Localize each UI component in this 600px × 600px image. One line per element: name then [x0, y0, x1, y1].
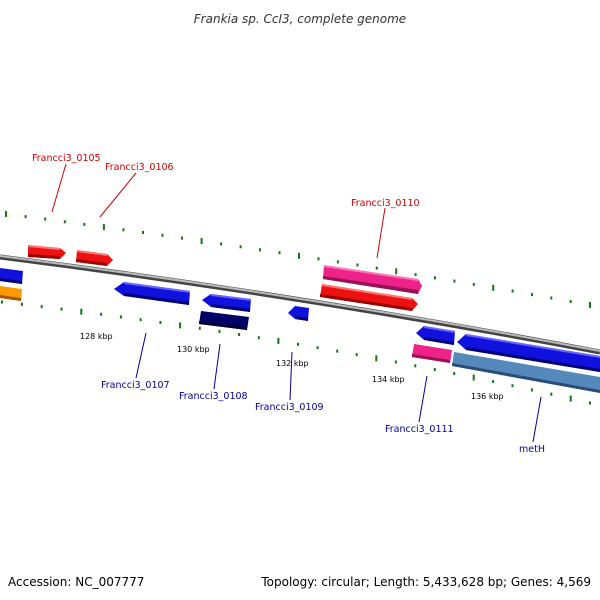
upper-tick-11: [220, 242, 223, 246]
lower-tick-3: [60, 307, 63, 311]
lower-tick-19: [375, 355, 378, 362]
lower-tick-6: [119, 315, 122, 319]
lower-tick-30: [589, 401, 591, 405]
upper-tick-14: [278, 251, 281, 255]
lower-tick-28: [550, 392, 553, 396]
upper-tick-26: [511, 289, 514, 293]
lower-tick-4: [80, 308, 83, 315]
gene-label-francci3-0105[interactable]: Francci3_0105: [32, 153, 101, 164]
upper-tick-27: [531, 293, 533, 297]
upper-tick-20: [395, 268, 398, 275]
topology-text: Topology: circular; Length: 5,433,628 bp…: [260, 575, 591, 589]
lower-tick-17: [336, 349, 339, 353]
upper-tick-28: [550, 296, 553, 300]
upper-tick-3: [63, 220, 66, 224]
gene-arrow-francci3-0108[interactable]: [202, 294, 251, 312]
gene-block-pink[interactable]: [412, 344, 452, 363]
tick-label-136kbp: 136 kbp: [471, 392, 504, 401]
lower-tick-29: [569, 395, 572, 402]
lower-tick-8: [159, 321, 162, 324]
map-title: Frankia sp. CcI3, complete genome: [194, 12, 406, 26]
upper-tick-8: [161, 233, 164, 237]
upper-tick-10: [200, 238, 203, 244]
gene-arrow-francci3-0107[interactable]: [114, 282, 190, 305]
lower-tick-7: [139, 318, 142, 322]
tick-label-128kbp: 128 kbp: [80, 332, 113, 341]
lower-tick-27: [530, 388, 533, 392]
upper-tick-12: [239, 245, 242, 249]
upper-tick-16: [317, 257, 320, 261]
gene-arrow-francci3-0110[interactable]: [323, 265, 422, 294]
upper-tick-0: [5, 211, 7, 217]
upper-tick-4: [83, 222, 86, 226]
upper-tick-13: [259, 248, 261, 252]
lower-tick-14: [277, 337, 280, 344]
lower-tick-row: [1, 300, 591, 405]
gene-arrow-francci3-0105[interactable]: [28, 245, 66, 259]
gene-block-navy[interactable]: [199, 311, 249, 330]
upper-tick-25: [492, 284, 495, 291]
gene-label-francci3-0106[interactable]: Francci3_0106: [105, 162, 174, 173]
gene-label-meth[interactable]: metH: [519, 444, 545, 455]
gene-label-francci3-0110[interactable]: Francci3_0110: [351, 198, 420, 209]
upper-tick-1: [24, 215, 27, 219]
accession-text: Accession: NC_007777: [8, 575, 144, 589]
upper-tick-7: [142, 231, 144, 234]
tick-label-132kbp: 132 kbp: [276, 359, 309, 368]
gene-arrow-francci3-0106[interactable]: [76, 250, 113, 266]
gene-block-blue-left-edge[interactable]: [0, 268, 23, 284]
upper-tick-5: [102, 224, 105, 231]
upper-tick-17: [336, 260, 339, 264]
upper-tick-22: [434, 276, 436, 280]
upper-tick-18: [356, 263, 359, 267]
gene-arrow-forward-unlabeled[interactable]: [320, 284, 418, 311]
upper-tick-24: [472, 282, 475, 286]
upper-tick-21: [414, 273, 417, 277]
lower-tick-20: [394, 360, 397, 364]
gene-block-orange-left-edge[interactable]: [0, 286, 22, 301]
upper-tick-19: [375, 266, 378, 270]
tick-label-130kbp: 130 kbp: [177, 345, 210, 354]
label-leader-lines: [51, 163, 542, 443]
gene-label-francci3-0109[interactable]: Francci3_0109: [255, 402, 324, 413]
lower-tick-18: [355, 353, 358, 357]
lower-tick-21: [414, 364, 417, 368]
lower-tick-15: [297, 342, 299, 346]
gene-arrow-francci3-0111[interactable]: [416, 326, 455, 345]
upper-tick-2: [44, 217, 47, 221]
gene-label-francci3-0107[interactable]: Francci3_0107: [101, 380, 170, 391]
upper-tick-15: [298, 252, 300, 259]
lower-tick-5: [100, 312, 103, 316]
lower-tick-26: [511, 384, 514, 388]
gene-label-francci3-0111[interactable]: Francci3_0111: [385, 424, 454, 435]
lower-tick-25: [492, 380, 495, 384]
gene-arrow-francci3-0109[interactable]: [288, 306, 309, 321]
upper-tick-29: [569, 300, 572, 303]
lower-tick-13: [257, 336, 260, 340]
upper-tick-23: [453, 279, 456, 283]
lower-tick-12: [238, 333, 241, 336]
genome-backbone: [0, 254, 600, 355]
lower-tick-22: [433, 368, 436, 372]
lower-tick-0: [1, 300, 3, 304]
upper-tick-6: [122, 228, 125, 232]
lower-tick-24: [472, 374, 475, 381]
lower-tick-2: [40, 305, 43, 309]
lower-tick-16: [316, 346, 319, 350]
gene-block-steelblue[interactable]: [452, 352, 600, 393]
upper-tick-row: [5, 211, 591, 308]
upper-tick-9: [181, 236, 183, 240]
lower-tick-11: [218, 329, 221, 333]
lower-tick-23: [453, 372, 456, 375]
tick-label-134kbp: 134 kbp: [372, 375, 405, 384]
lower-tick-10: [198, 326, 201, 330]
upper-tick-30: [589, 302, 591, 308]
gene-arrow-meth[interactable]: [457, 334, 600, 372]
lower-tick-1: [20, 302, 23, 306]
gene-label-francci3-0108[interactable]: Francci3_0108: [179, 391, 248, 402]
lower-tick-9: [179, 322, 182, 329]
